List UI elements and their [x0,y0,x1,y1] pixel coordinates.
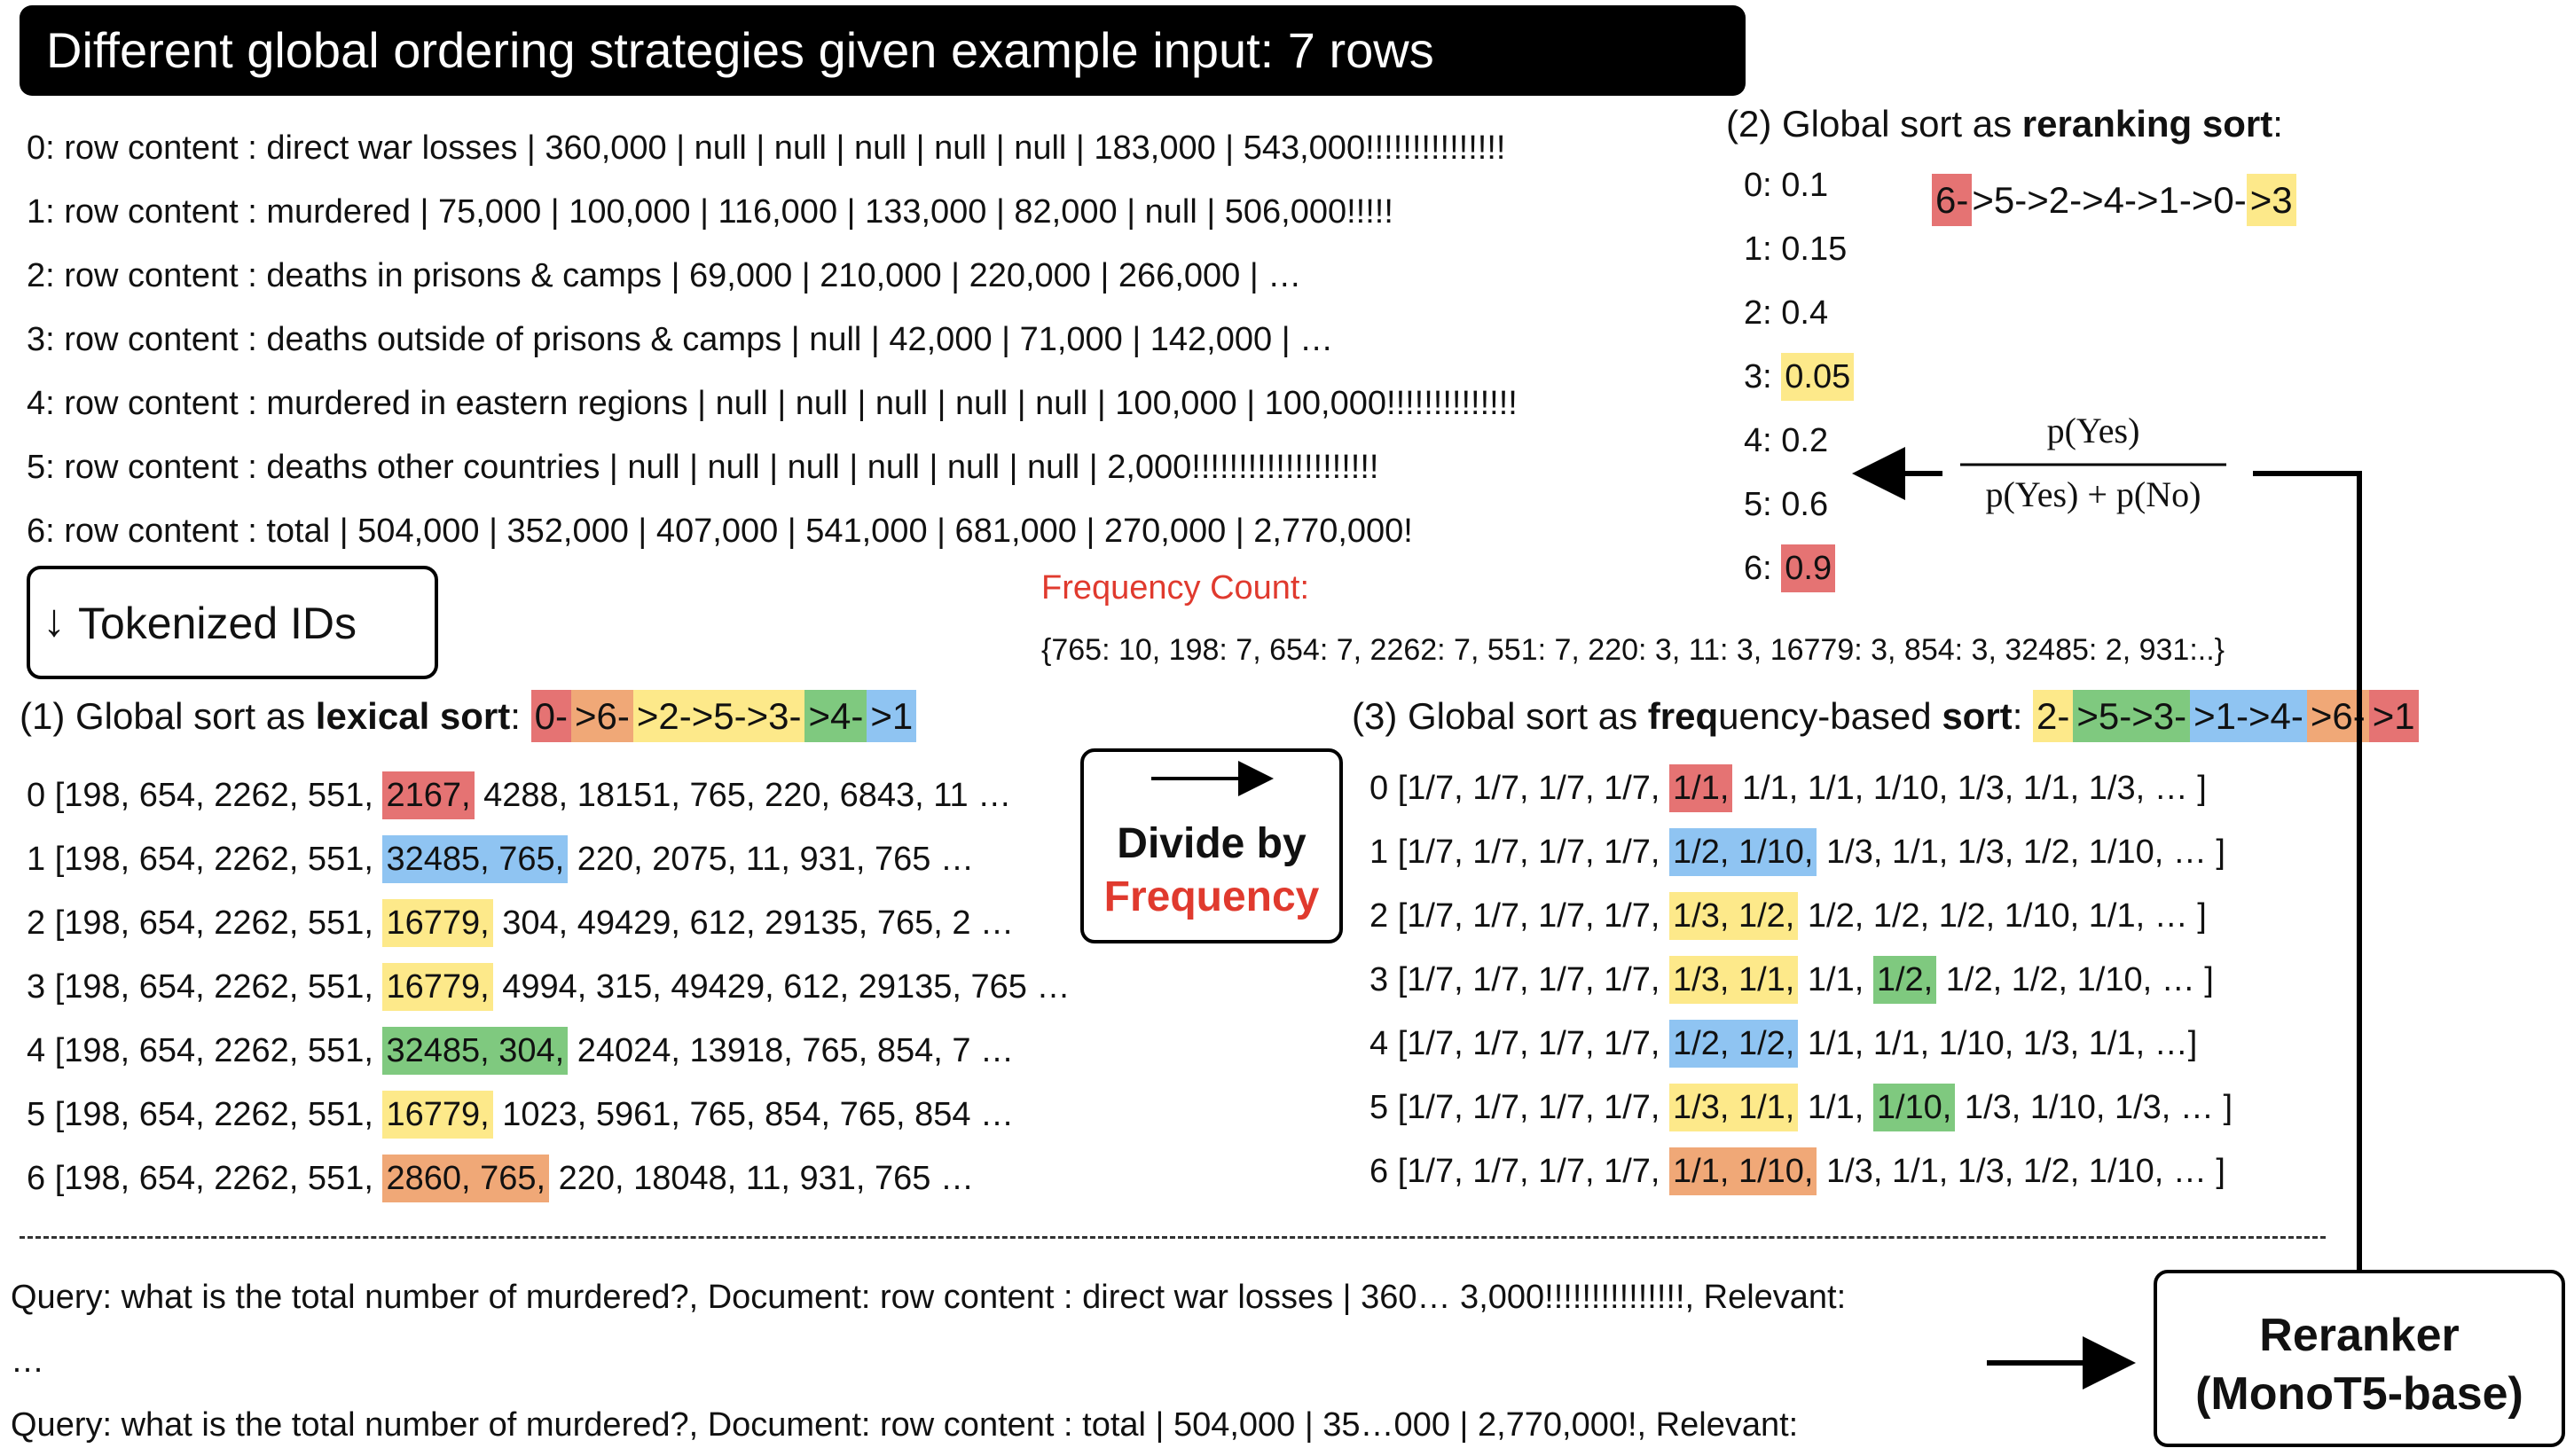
lexical-row: 0 [198, 654, 2262, 551, 2167, 4288, 1815… [27,771,1011,819]
frequency-sort-heading: (3) Global sort as frequency-based sort:… [1352,690,2419,742]
frequency-label: Frequency [1103,873,1320,920]
lexical-row: 6 [198, 654, 2262, 551, 2860, 765, 220, … [27,1155,974,1202]
frequency-row: 1 [1/7, 1/7, 1/7, 1/7, 1/2, 1/10, 1/3, 1… [1369,828,2225,876]
lexical-sort-heading: (1) Global sort as lexical sort: 0- >6- >2… [20,690,917,742]
frequency-count-values: {765: 10, 198: 7, 654: 7, 2262: 7, 551: … [1041,633,2225,667]
reranking-sort-heading: (2) Global sort as reranking sort: [1726,103,2283,145]
dashed-separator [20,1236,2326,1239]
query-first: Query: what is the total number of murde… [11,1279,1847,1316]
frequency-count-title: Frequency Count: [1041,569,1310,607]
score-row: 5: 0.6 [1744,486,1829,523]
reranker-label: Reranker [2259,1310,2460,1361]
lexical-row: 2 [198, 654, 2262, 551, 16779, 304, 4942… [27,899,1014,947]
lexical-row: 5 [198, 654, 2262, 551, 16779, 1023, 596… [27,1091,1014,1139]
tokenized-ids-label: Tokenized IDs [78,599,357,648]
score-row: 1: 0.15 [1744,231,1848,268]
frequency-row: 2 [1/7, 1/7, 1/7, 1/7, 1/3, 1/2, 1/2, 1/… [1369,892,2207,940]
reranker-box: Reranker (MonoT5-base) [2154,1270,2565,1447]
score-row: 3: 0.05 [1744,353,1855,401]
formula-numerator: p(Yes) [2046,411,2140,450]
score-row: 2: 0.4 [1744,294,1829,332]
row-content-1: 1: row content : murdered | 75,000 | 100… [27,193,1393,231]
reranker-feedback-line [2253,471,2362,1270]
lexical-row: 1 [198, 654, 2262, 551, 32485, 765, 220,… [27,835,974,883]
score-row: 0: 0.1 [1744,167,1829,204]
frequency-row: 0 [1/7, 1/7, 1/7, 1/7, 1/1, 1/1, 1/1, 1/… [1369,764,2207,812]
page-title: Different global ordering strategies giv… [20,5,1746,96]
down-arrow-icon: ↓ [43,595,66,646]
row-content-3: 3: row content : deaths outside of priso… [27,321,1334,358]
row-content-6: 6: row content : total | 504,000 | 352,0… [27,513,1413,550]
row-content-2: 2: row content : deaths in prisons & cam… [27,257,1302,294]
row-content-0: 0: row content : direct war losses | 360… [27,129,1506,167]
query-last: Query: what is the total number of murde… [11,1406,1799,1444]
lexical-row: 4 [198, 654, 2262, 551, 32485, 304, 2402… [27,1027,1014,1075]
frequency-row: 3 [1/7, 1/7, 1/7, 1/7, 1/3, 1/1, 1/1, 1/… [1369,956,2214,1004]
row-content-4: 4: row content : murdered in eastern reg… [27,385,1518,422]
divide-label: Divide by [1117,820,1307,867]
row-content-5: 5: row content : deaths other countries … [27,449,1379,486]
formula-denominator: p(Yes) + p(No) [1985,474,2201,514]
score-row: 6: 0.9 [1744,544,1836,592]
score-row: 4: 0.2 [1744,422,1829,459]
reranking-order: 6->5->2->4->1->0->3 [1932,174,2296,226]
tokenized-ids-box: ↓ Tokenized IDs [27,566,438,679]
lexical-row: 3 [198, 654, 2262, 551, 16779, 4994, 315… [27,963,1070,1011]
divide-by-frequency-box: Divide by Frequency [1080,748,1343,943]
reranker-model-label: (MonoT5-base) [2195,1368,2523,1420]
query-ellipsis: … [11,1342,44,1380]
frequency-row: 5 [1/7, 1/7, 1/7, 1/7, 1/3, 1/1, 1/1, 1/… [1369,1084,2233,1131]
frequency-row: 4 [1/7, 1/7, 1/7, 1/7, 1/2, 1/2, 1/1, 1/… [1369,1020,2197,1068]
frequency-row: 6 [1/7, 1/7, 1/7, 1/7, 1/1, 1/10, 1/3, 1… [1369,1147,2225,1195]
